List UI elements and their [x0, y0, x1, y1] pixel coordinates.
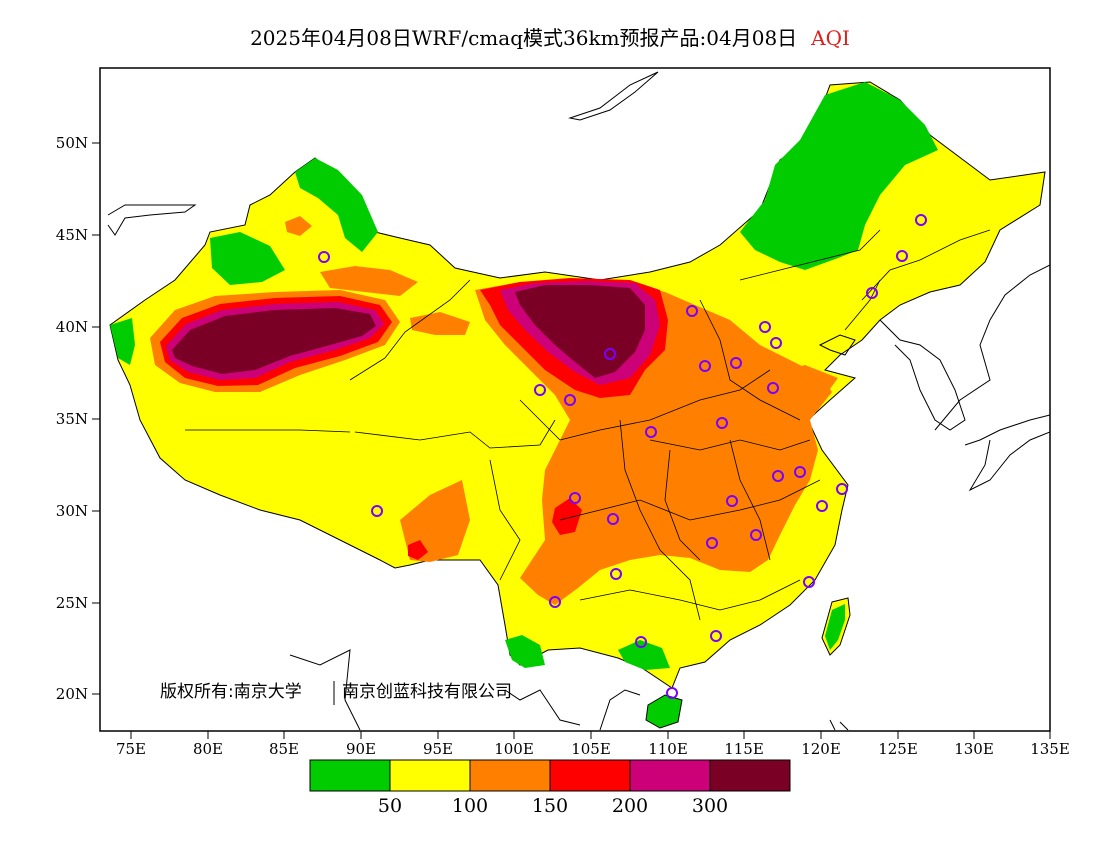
legend-label: 200 [612, 795, 648, 817]
region-altai-good [295, 158, 378, 252]
lon-label: 100E [494, 740, 534, 758]
station-marker [759, 321, 771, 333]
longitude-axis: 75E 80E 85E 90E 95E 100E 105E 110E 115E … [116, 731, 1070, 758]
station-markers [318, 214, 927, 699]
province-boundaries [185, 229, 991, 621]
lon-label: 135E [1030, 740, 1070, 758]
lon-label: 90E [346, 740, 376, 758]
station-marker [635, 636, 647, 648]
legend-swatch-hazardous [709, 759, 791, 792]
region-northeast-good [740, 82, 938, 270]
region-shandong-usg [770, 365, 838, 420]
lon-label: 95E [423, 740, 453, 758]
lon-label: 115E [724, 740, 764, 758]
region-sichuan-unhealthy [552, 498, 582, 535]
station-marker [564, 394, 576, 406]
station-marker [730, 357, 742, 369]
station-marker [569, 492, 581, 504]
station-marker [645, 426, 657, 438]
region-hainan-good [645, 694, 683, 729]
station-marker [534, 384, 546, 396]
latitude-axis: 50N 45N 40N 35N 30N 25N 20N [56, 134, 100, 703]
legend-label: 100 [452, 795, 488, 817]
station-marker [666, 687, 678, 699]
color-legend: 50 100 150 200 300 [309, 759, 791, 817]
station-marker [816, 500, 828, 512]
legend-swatch-very-unhealthy [629, 759, 711, 792]
station-marker [896, 250, 908, 262]
legend-swatch-usg [469, 759, 551, 792]
station-marker [726, 495, 738, 507]
lat-label: 30N [56, 502, 88, 520]
title-main: 2025年04月08日WRF/cmaq模式36km预报产品:04月08日 [250, 26, 798, 50]
station-marker [710, 630, 722, 642]
coastlines [107, 71, 1050, 731]
lat-label: 35N [56, 410, 88, 428]
station-marker [716, 417, 728, 429]
legend-swatch-unhealthy [549, 759, 631, 792]
station-marker [794, 466, 806, 478]
region-tibet-unhealthy [408, 540, 428, 560]
region-yunnan-good [505, 635, 545, 668]
station-marker [836, 483, 848, 495]
legend-label: 50 [378, 795, 402, 817]
region-north-xj-usg [320, 266, 418, 296]
station-marker [706, 537, 718, 549]
copyright-owner: 版权所有:南京大学 [160, 682, 302, 702]
map-frame [99, 67, 1051, 732]
station-marker [604, 348, 616, 360]
station-marker [767, 382, 779, 394]
taiwan-good [825, 604, 845, 650]
lat-label: 45N [56, 226, 88, 244]
station-marker [610, 568, 622, 580]
station-marker [371, 505, 383, 517]
lon-label: 110E [648, 740, 688, 758]
lon-label: 105E [571, 740, 611, 758]
station-marker [866, 287, 878, 299]
lat-label: 20N [56, 685, 88, 703]
station-marker [607, 513, 619, 525]
legend-swatch-moderate [389, 759, 471, 792]
region-ili-usg [285, 216, 312, 236]
station-marker [699, 360, 711, 372]
lon-label: 125E [878, 740, 918, 758]
copyright-company: 南京创蓝科技有限公司 [342, 682, 512, 702]
station-marker [772, 470, 784, 482]
station-marker [803, 576, 815, 588]
lon-label: 130E [954, 740, 994, 758]
lon-label: 85E [269, 740, 299, 758]
region-pamir-good [110, 318, 135, 365]
lon-label: 75E [116, 740, 146, 758]
map-area: 版权所有:南京大学 南京创蓝科技有限公司 [107, 71, 1050, 731]
legend-swatch-good [309, 759, 391, 792]
region-nw-hazardous [515, 285, 645, 378]
station-marker [915, 214, 927, 226]
lon-label: 120E [801, 740, 841, 758]
region-guangxi-good [618, 640, 670, 670]
station-marker [318, 251, 330, 263]
station-marker [750, 529, 762, 541]
legend-label: 150 [532, 795, 568, 817]
legend-label: 300 [692, 795, 728, 817]
station-marker [770, 337, 782, 349]
lon-label: 80E [193, 740, 223, 758]
region-westxj-good [210, 232, 285, 285]
station-marker [549, 596, 561, 608]
map-title: 2025年04月08日WRF/cmaq模式36km预报产品:04月08日 AQI [0, 22, 1100, 51]
lat-label: 25N [56, 594, 88, 612]
title-variable: AQI [811, 26, 850, 50]
station-marker [686, 305, 698, 317]
region-taklamakan-hazardous [172, 308, 376, 374]
lat-label: 40N [56, 318, 88, 336]
lat-label: 50N [56, 134, 88, 152]
